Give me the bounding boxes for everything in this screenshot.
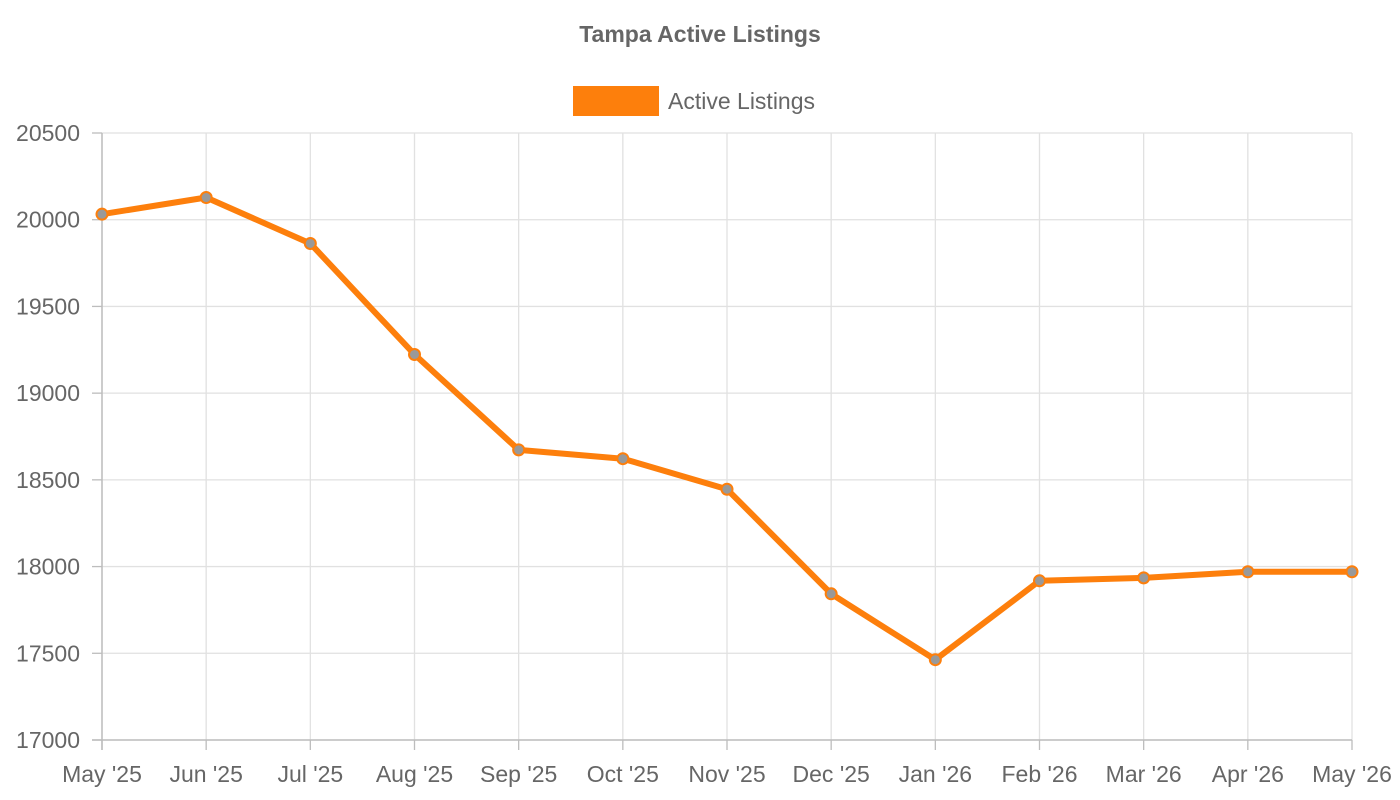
y-tick-label: 20500 bbox=[16, 120, 80, 146]
legend[interactable]: Active Listings bbox=[573, 86, 815, 116]
y-tick-label: 18000 bbox=[16, 554, 80, 580]
x-tick-label: Feb '26 bbox=[1002, 761, 1078, 787]
data-point[interactable] bbox=[95, 207, 109, 221]
y-tick-label: 18500 bbox=[16, 467, 80, 493]
data-point[interactable] bbox=[512, 443, 526, 457]
data-point[interactable] bbox=[199, 191, 213, 205]
data-point[interactable] bbox=[616, 452, 630, 466]
data-point[interactable] bbox=[1137, 571, 1151, 585]
x-axis-ticks: May '25 Jun '25 Jul '25 Aug '25 Sep '25 Oct '… bbox=[62, 740, 1392, 787]
x-tick-label: Nov '25 bbox=[688, 761, 765, 787]
y-tick-label: 19500 bbox=[16, 293, 80, 319]
y-axis-ticks: 17000 17500 18000 18500 19000 19500 20000 20500 bbox=[16, 120, 102, 753]
data-point[interactable] bbox=[303, 236, 317, 250]
x-tick-label: May '25 bbox=[62, 761, 142, 787]
data-point[interactable] bbox=[720, 482, 734, 496]
legend-label: Active Listings bbox=[668, 88, 815, 114]
x-tick-label: Dec '25 bbox=[793, 761, 870, 787]
chart-title: Tampa Active Listings bbox=[579, 21, 821, 47]
data-point[interactable] bbox=[824, 587, 838, 601]
data-point[interactable] bbox=[408, 347, 421, 361]
x-tick-label: Apr '26 bbox=[1212, 761, 1284, 787]
y-tick-label: 17500 bbox=[16, 640, 80, 666]
data-point[interactable] bbox=[1241, 565, 1255, 579]
data-point[interactable] bbox=[1033, 574, 1046, 588]
axes bbox=[92, 133, 1352, 750]
y-tick-label: 20000 bbox=[16, 207, 80, 233]
x-tick-label: Jan '26 bbox=[899, 761, 972, 787]
x-tick-label: Aug '25 bbox=[376, 761, 453, 787]
x-tick-label: Mar '26 bbox=[1106, 761, 1182, 787]
data-points bbox=[95, 191, 1359, 667]
x-tick-label: May '26 bbox=[1312, 761, 1392, 787]
data-point[interactable] bbox=[928, 653, 942, 667]
data-point[interactable] bbox=[1345, 565, 1359, 579]
y-tick-label: 19000 bbox=[16, 380, 80, 406]
x-tick-label: Sep '25 bbox=[480, 761, 557, 787]
x-tick-label: Jun '25 bbox=[169, 761, 242, 787]
y-tick-label: 17000 bbox=[16, 727, 80, 753]
grid bbox=[101, 132, 1353, 741]
legend-swatch bbox=[573, 86, 659, 116]
x-tick-label: Jul '25 bbox=[277, 761, 343, 787]
x-tick-label: Oct '25 bbox=[587, 761, 659, 787]
